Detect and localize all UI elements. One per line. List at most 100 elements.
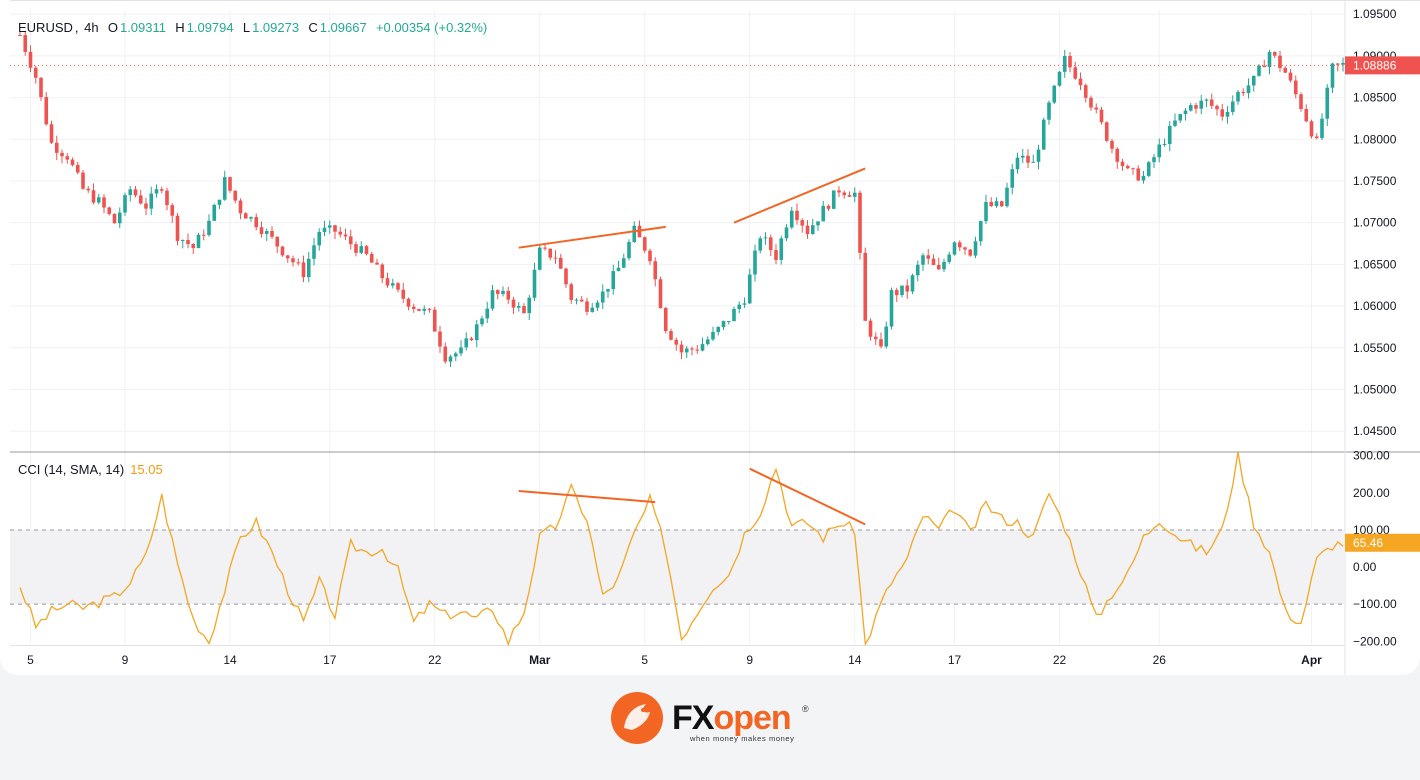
candle bbox=[1146, 160, 1151, 178]
candle bbox=[569, 282, 574, 304]
open-value: 1.09311 bbox=[119, 20, 166, 35]
candle bbox=[432, 306, 437, 332]
candle bbox=[1036, 144, 1041, 170]
candle-body bbox=[910, 275, 915, 292]
cci-legend-value: 15.05 bbox=[130, 462, 163, 477]
candle-body bbox=[1047, 102, 1051, 120]
candle-body bbox=[522, 305, 526, 314]
open-label: O bbox=[107, 20, 118, 35]
price-axis-tick: 1.05500 bbox=[1353, 341, 1397, 355]
candle bbox=[380, 263, 385, 284]
candle bbox=[973, 236, 978, 259]
price-axis-tick: 1.07000 bbox=[1353, 216, 1397, 230]
candle bbox=[1283, 65, 1288, 74]
candle-body bbox=[889, 290, 894, 327]
candle-body bbox=[1173, 120, 1177, 126]
candle-body bbox=[579, 299, 584, 302]
candle bbox=[1157, 138, 1162, 163]
candle bbox=[516, 302, 521, 312]
candle-body bbox=[1089, 97, 1093, 108]
candle-body bbox=[1120, 161, 1125, 166]
candle-body bbox=[648, 250, 652, 262]
candle bbox=[107, 206, 112, 216]
candle bbox=[102, 194, 106, 214]
candle bbox=[75, 161, 80, 175]
candle-body bbox=[201, 234, 206, 236]
candle bbox=[348, 229, 353, 250]
candle bbox=[1178, 113, 1183, 124]
symbol-timeframe[interactable]: 4h bbox=[84, 20, 99, 35]
candle bbox=[438, 326, 442, 353]
candle bbox=[28, 45, 33, 73]
candle-body bbox=[574, 299, 579, 301]
candle-body bbox=[70, 159, 75, 166]
candle-body bbox=[306, 258, 311, 278]
candle-body bbox=[44, 97, 49, 125]
candle-body bbox=[1299, 94, 1303, 110]
candle-body bbox=[779, 238, 784, 260]
candle bbox=[453, 351, 458, 362]
candle bbox=[931, 254, 936, 266]
candle bbox=[280, 246, 285, 257]
candle-body bbox=[1309, 121, 1314, 137]
candle-body bbox=[1215, 105, 1219, 110]
candle bbox=[700, 337, 705, 352]
candle bbox=[679, 340, 684, 360]
candle-body bbox=[1288, 72, 1293, 81]
fxopen-logo bbox=[611, 692, 663, 744]
cci-axis-tick: 200.00 bbox=[1353, 486, 1390, 500]
candle-body bbox=[973, 241, 978, 256]
candle bbox=[716, 326, 721, 336]
candle-body bbox=[406, 298, 411, 307]
candle-body bbox=[879, 339, 883, 347]
candle-body bbox=[380, 264, 385, 279]
candle-body bbox=[1162, 143, 1167, 145]
candle bbox=[1052, 84, 1057, 105]
candle bbox=[574, 298, 579, 305]
candle-body bbox=[1057, 71, 1062, 86]
candle-body bbox=[212, 204, 217, 221]
candle bbox=[207, 214, 211, 237]
candle-body bbox=[1257, 65, 1261, 76]
symbol-ticker[interactable]: EURUSD bbox=[18, 20, 73, 35]
candle bbox=[1246, 78, 1251, 99]
candle bbox=[690, 346, 694, 356]
candle bbox=[1083, 83, 1088, 103]
candle bbox=[611, 264, 616, 295]
candle bbox=[663, 306, 668, 334]
candle-body bbox=[1225, 111, 1230, 117]
candle-body bbox=[102, 197, 106, 208]
candle-body bbox=[537, 247, 542, 270]
chart-canvas[interactable]: 1.095001.090001.085001.080001.075001.070… bbox=[0, 0, 1420, 675]
candle-body bbox=[60, 152, 64, 157]
candle-body bbox=[511, 299, 516, 308]
candle bbox=[1115, 147, 1120, 169]
candle bbox=[112, 213, 117, 224]
candle-body bbox=[753, 250, 757, 275]
candle-body bbox=[270, 230, 274, 237]
brand-tagline: when money makes money bbox=[690, 734, 795, 743]
candle bbox=[726, 321, 731, 325]
candle bbox=[926, 249, 931, 265]
candle-body bbox=[459, 347, 463, 354]
candle bbox=[1125, 164, 1130, 170]
candle bbox=[390, 278, 395, 289]
candle-body bbox=[301, 262, 306, 278]
candle bbox=[123, 192, 127, 216]
candle-body bbox=[1204, 99, 1209, 101]
candle bbox=[186, 233, 190, 249]
candle-body bbox=[18, 35, 22, 37]
candle bbox=[863, 247, 868, 321]
cci-legend[interactable]: CCI (14, SMA, 14) 15.05 bbox=[18, 462, 163, 477]
candle-body bbox=[1099, 109, 1104, 123]
candle-body bbox=[170, 205, 175, 216]
cci-axis-tick: 100.00 bbox=[1353, 523, 1390, 537]
date-axis-tick: 9 bbox=[122, 653, 129, 667]
candle-body bbox=[1183, 110, 1188, 115]
candle bbox=[826, 204, 831, 212]
candle-body bbox=[1341, 62, 1345, 65]
date-axis-tick: 5 bbox=[641, 653, 648, 667]
candle-body bbox=[369, 253, 374, 263]
candle-body bbox=[1199, 100, 1204, 109]
candle bbox=[758, 236, 763, 254]
